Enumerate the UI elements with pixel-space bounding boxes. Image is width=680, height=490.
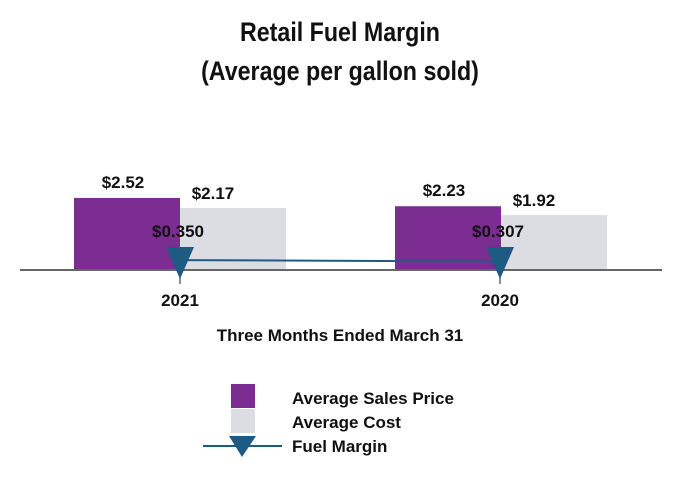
- chart-title: Retail Fuel Margin: [239, 17, 440, 47]
- x-tick-label-2020: 2020: [481, 291, 519, 310]
- legend-label-average-cost: Average Cost: [292, 413, 401, 432]
- legend-marker-fuel-margin: [229, 436, 256, 457]
- bar-average-sales-price-2021: [74, 197, 180, 270]
- data-label-cost-2020: $1.92: [513, 191, 556, 210]
- x-axis-title: Three Months Ended March 31: [217, 326, 464, 345]
- chart-subtitle: (Average per gallon sold): [201, 56, 479, 86]
- fuel-margin-line: [179, 259, 501, 263]
- legend-swatch-average-sales-price: [231, 384, 255, 408]
- fuel-margin-marker-2020: [486, 247, 514, 279]
- bar-average-cost-2020: [501, 215, 607, 270]
- data-label-sales-price-2020: $2.23: [423, 181, 466, 200]
- data-label-fuel-margin-2021: $0.350: [152, 222, 204, 241]
- legend-label-fuel-margin: Fuel Margin: [292, 437, 387, 456]
- bar-average-sales-price-2020: [395, 206, 501, 270]
- legend-swatch-average-cost: [231, 409, 255, 433]
- legend-label-average-sales-price: Average Sales Price: [292, 389, 454, 408]
- data-label-cost-2021: $2.17: [192, 184, 235, 203]
- fuel-margin-marker-2021: [166, 247, 194, 279]
- data-label-fuel-margin-2020: $0.307: [472, 222, 524, 241]
- x-tick-label-2021: 2021: [161, 291, 199, 310]
- data-label-sales-price-2021: $2.52: [102, 173, 145, 192]
